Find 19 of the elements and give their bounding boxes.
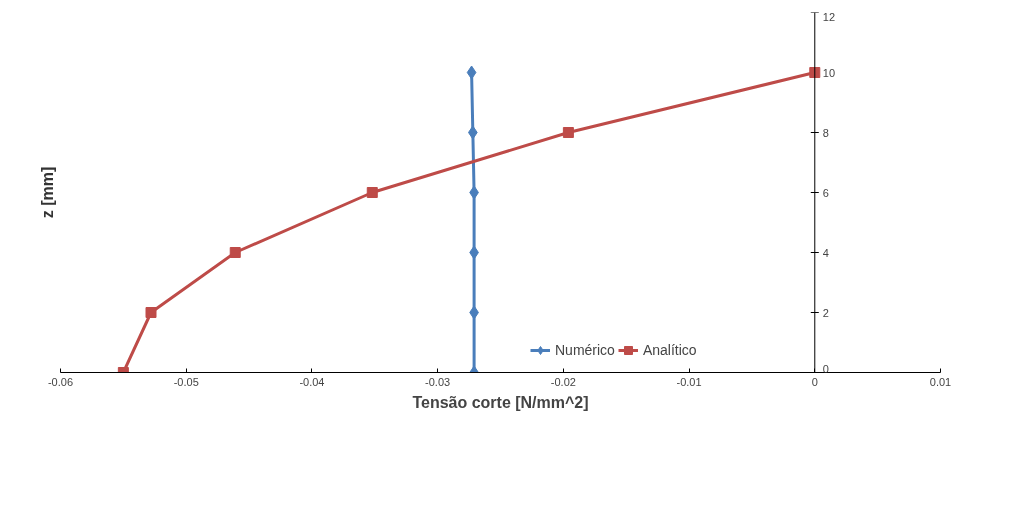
y-axis-title: z [mm] — [38, 166, 56, 219]
x-tick-label: -0.05 — [173, 375, 199, 388]
x-tick-label: -0.04 — [299, 375, 325, 388]
y-tick-label: 6 — [822, 186, 829, 199]
x-tick-label: -0.03 — [425, 375, 451, 388]
x-tick-label: -0.02 — [550, 375, 576, 388]
legend-label: Analítico — [642, 342, 697, 358]
y-tick-label: 2 — [822, 306, 829, 319]
x-tick-label: -0.06 — [47, 375, 74, 388]
x-tick-label: 0 — [811, 375, 818, 388]
legend-label: Numérico — [555, 342, 615, 358]
x-tick-label: 0.01 — [929, 375, 952, 388]
y-tick-label: 10 — [822, 66, 836, 79]
y-tick-label: 8 — [822, 126, 829, 139]
x-axis-title: Tensão corte [N/mm^2] — [412, 393, 589, 411]
y-tick-label: 0 — [822, 362, 829, 375]
y-tick-label: 4 — [822, 246, 829, 259]
x-tick-label: -0.01 — [676, 375, 702, 388]
y-tick-label: 12 — [822, 10, 836, 23]
